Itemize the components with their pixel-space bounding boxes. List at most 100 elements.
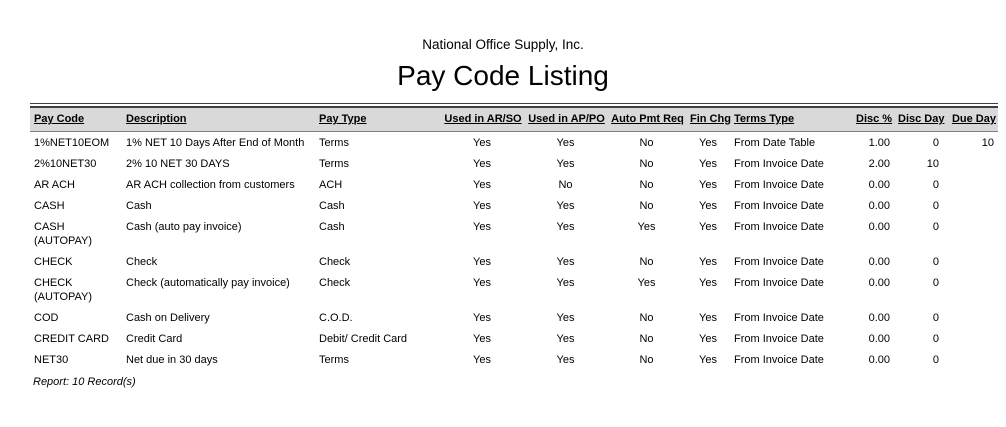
table-row: 1%NET10EOM 1% NET 10 Days After End of Mo… xyxy=(30,132,998,154)
table-cell: Yes xyxy=(637,277,656,289)
table-cell xyxy=(943,251,998,272)
table-cell: Check xyxy=(319,256,351,268)
table-cell: From Invoice Date xyxy=(734,200,824,212)
table-cell: Check xyxy=(126,256,158,268)
table-cell: 1.00 xyxy=(868,137,890,149)
table-cell: No xyxy=(639,137,654,149)
table-cell: Cash on Delivery xyxy=(126,312,210,324)
table-cell: CASH xyxy=(34,200,65,212)
table-cell: 1% NET 10 Days After End of Month xyxy=(126,137,305,149)
table-cell: Yes xyxy=(699,137,717,149)
table-cell: Yes xyxy=(699,158,717,170)
table-cell: C.O.D. xyxy=(319,312,353,324)
table-cell: Yes xyxy=(556,333,575,345)
table-cell: Yes xyxy=(473,221,491,233)
table-cell: 0.00 xyxy=(868,221,890,233)
column-header: Auto Pmt Req xyxy=(607,108,686,132)
table-cell: Check xyxy=(319,277,351,289)
table-cell: Debit/ Credit Card xyxy=(319,333,408,345)
header-divider-rule xyxy=(30,103,998,108)
column-header: Fin Chg xyxy=(686,108,731,132)
table-cell: Yes xyxy=(556,158,575,170)
table-cell: Yes xyxy=(699,200,717,212)
table-cell: From Invoice Date xyxy=(734,312,824,324)
table-cell: ACH xyxy=(319,179,343,191)
table-row: CREDIT CARD Credit Card Debit/ Credit Card… xyxy=(30,328,998,349)
table-cell xyxy=(943,307,998,328)
table-cell: No xyxy=(558,179,573,191)
table-cell: Yes xyxy=(699,179,717,191)
table-cell: 0.00 xyxy=(868,277,890,289)
table-row: COD Cash on Delivery C.O.D. Yes Yes No Yes From… xyxy=(30,307,998,328)
table-cell xyxy=(943,216,998,251)
table-cell: Credit Card xyxy=(126,333,183,345)
table-cell: 0 xyxy=(932,354,939,366)
table-header-row: Pay Code Description Pay Type Used in AR/SO… xyxy=(30,108,998,132)
table-cell: 0.00 xyxy=(868,312,890,324)
table-cell: Yes xyxy=(556,354,575,366)
table-cell: 10 xyxy=(926,158,939,170)
table-cell xyxy=(943,174,998,195)
table-cell: From Invoice Date xyxy=(734,277,824,289)
table-cell: Net due in 30 days xyxy=(126,354,218,366)
table-cell xyxy=(943,272,998,307)
table-cell: Terms xyxy=(319,158,349,170)
table-cell: CHECK (AUTOPAY) xyxy=(34,277,93,303)
table-cell: Cash xyxy=(319,221,345,233)
report-title: Pay Code Listing xyxy=(397,60,609,91)
column-header: Pay Type xyxy=(315,108,440,132)
column-header: Disc Day xyxy=(894,108,944,132)
table-cell: From Date Table xyxy=(734,137,816,149)
table-cell: Yes xyxy=(556,200,575,212)
table-cell: Terms xyxy=(319,354,349,366)
table-cell: From Invoice Date xyxy=(734,256,824,268)
table-cell: No xyxy=(639,179,654,191)
table-cell: Yes xyxy=(556,277,575,289)
table-cell: From Invoice Date xyxy=(734,221,824,233)
table-cell xyxy=(943,349,998,370)
table-cell: No xyxy=(639,333,654,345)
table-cell: COD xyxy=(34,312,59,324)
table-cell: Yes xyxy=(556,137,575,149)
table-cell: Cash xyxy=(319,200,345,212)
table-cell: 0 xyxy=(932,221,939,233)
table-cell xyxy=(943,153,998,174)
table-cell: Yes xyxy=(473,354,491,366)
table-cell: 10 xyxy=(981,137,994,149)
table-cell: 0 xyxy=(932,256,939,268)
company-name: National Office Supply, Inc. xyxy=(422,37,584,52)
table-cell: 2% 10 NET 30 DAYS xyxy=(126,158,230,170)
table-cell: Yes xyxy=(699,354,717,366)
table-cell: Yes xyxy=(556,256,575,268)
table-cell: Yes xyxy=(473,277,491,289)
table-header: Pay Code Description Pay Type Used in AR/SO… xyxy=(30,108,998,132)
table-cell: 0 xyxy=(932,312,939,324)
table-cell: 0.00 xyxy=(868,333,890,345)
table-cell: Yes xyxy=(699,221,717,233)
table-cell: CHECK xyxy=(34,256,73,268)
table-cell: No xyxy=(639,200,654,212)
table-cell: Yes xyxy=(473,256,491,268)
table-cell: Yes xyxy=(473,137,491,149)
table-cell: Yes xyxy=(556,221,575,233)
table-body: 1%NET10EOM 1% NET 10 Days After End of Mo… xyxy=(30,132,998,371)
column-header: Used in AR/SO xyxy=(440,108,524,132)
table-cell: Yes xyxy=(473,312,491,324)
table-cell xyxy=(943,328,998,349)
column-header: Due Day xyxy=(943,108,998,132)
table-cell: Yes xyxy=(699,312,717,324)
table-cell: 0 xyxy=(932,200,939,212)
table-cell: Yes xyxy=(637,221,656,233)
table-cell: From Invoice Date xyxy=(734,179,824,191)
table-cell: 0 xyxy=(932,137,939,149)
table-cell: Yes xyxy=(556,312,575,324)
column-header: Terms Type xyxy=(730,108,852,132)
table-cell: Yes xyxy=(699,333,717,345)
table-cell: No xyxy=(639,256,654,268)
table-cell: 2%10NET30 xyxy=(34,158,97,170)
table-cell: AR ACH xyxy=(34,179,75,191)
table-cell: 2.00 xyxy=(868,158,890,170)
table-cell: 0.00 xyxy=(868,200,890,212)
table-cell: 0.00 xyxy=(868,256,890,268)
